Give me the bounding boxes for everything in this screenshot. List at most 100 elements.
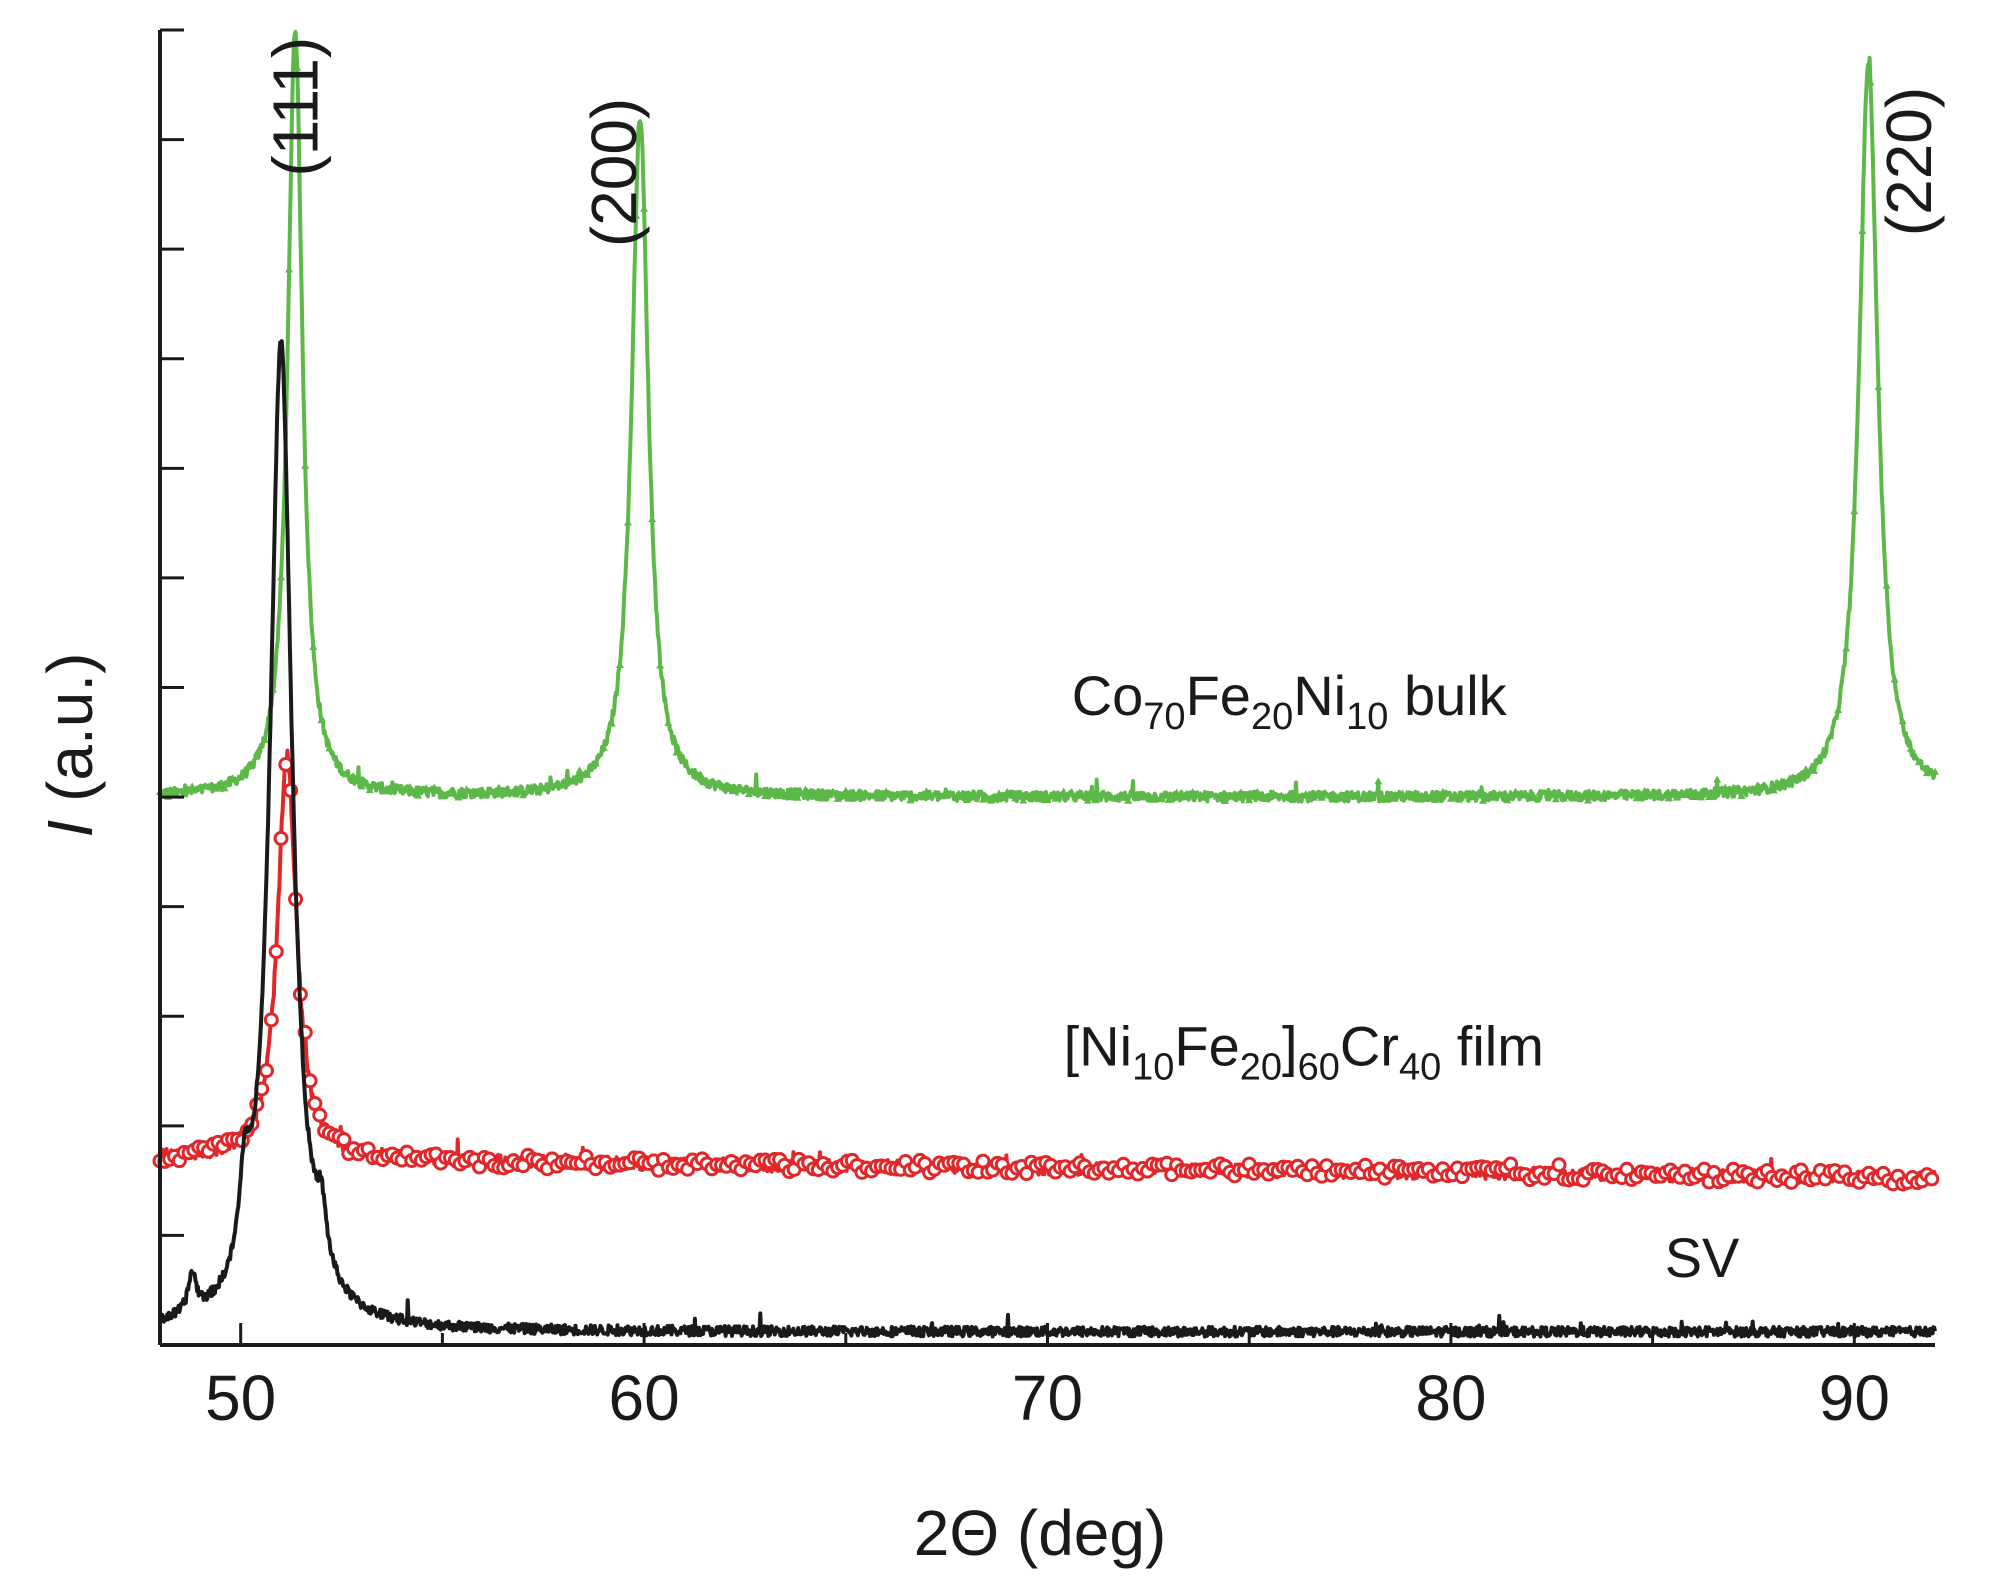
- data-point: [1116, 791, 1125, 799]
- peak-label: (220): [1873, 87, 1945, 236]
- y-axis-symbol: I: [34, 819, 106, 837]
- data-point: [1156, 794, 1165, 802]
- data-point: [1672, 793, 1681, 801]
- data-point: [551, 781, 560, 789]
- data-point: [1196, 790, 1205, 798]
- data-point: [252, 749, 261, 757]
- data-point: [1777, 777, 1786, 785]
- data-point: [312, 1107, 328, 1123]
- data-point: [1608, 791, 1617, 799]
- data-point: [623, 518, 632, 526]
- data-point: [325, 744, 334, 752]
- data-point: [736, 783, 745, 791]
- data-point: [1172, 788, 1181, 796]
- data-point: [341, 770, 350, 778]
- data-point: [1632, 794, 1641, 802]
- series-label-part: 10: [1132, 1047, 1174, 1089]
- data-point: [301, 461, 310, 469]
- labels-layer: Co70Fe20Ni10 bulk[Ni10Fe20]60Cr40 filmSV…: [259, 37, 1945, 1289]
- series-label-part: Fe: [1186, 664, 1251, 727]
- data-point: [1551, 1157, 1567, 1173]
- series-line-red: [158, 748, 1937, 1187]
- data-point: [599, 743, 608, 751]
- data-point: [422, 784, 431, 792]
- data-point: [841, 786, 850, 794]
- data-point: [204, 782, 213, 790]
- data-point: [1067, 787, 1076, 795]
- data-point: [1358, 794, 1367, 802]
- series-label-part: ]: [1282, 1015, 1298, 1078]
- data-point: [543, 784, 552, 792]
- series-label-part: Cr: [1340, 1015, 1399, 1078]
- data-point: [1293, 794, 1302, 802]
- data-point: [962, 796, 971, 804]
- data-point: [1495, 789, 1504, 797]
- data-point: [470, 787, 479, 795]
- data-point: [1430, 795, 1439, 803]
- data-point: [454, 793, 463, 801]
- data-point: [793, 793, 802, 801]
- data-point: [1737, 791, 1746, 799]
- series-label-part: 70: [1143, 696, 1185, 738]
- series-label-part: [Ni: [1064, 1015, 1132, 1078]
- data-point: [1785, 774, 1794, 782]
- data-point: [406, 783, 415, 791]
- data-point: [882, 787, 891, 795]
- data-point: [1551, 795, 1560, 803]
- x-tick-label: 70: [1012, 1362, 1083, 1434]
- data-point: [1761, 783, 1770, 791]
- data-point: [365, 786, 374, 794]
- data-point: [1924, 1171, 1940, 1187]
- data-point: [1059, 787, 1068, 795]
- data-point: [333, 757, 342, 765]
- data-point: [446, 787, 455, 795]
- data-point: [1180, 793, 1189, 801]
- data-point: [1818, 751, 1827, 759]
- data-point: [1027, 790, 1036, 798]
- series-label-black: SV: [1665, 1226, 1740, 1289]
- data-point: [1721, 783, 1730, 791]
- data-point: [866, 791, 874, 799]
- data-point: [1487, 793, 1496, 801]
- data-point: [1801, 765, 1810, 773]
- data-point: [1333, 792, 1342, 800]
- data-point: [1390, 794, 1399, 802]
- data-point: [1212, 792, 1221, 800]
- series-markers-green: [156, 63, 1939, 805]
- data-point: [398, 784, 407, 792]
- data-point: [1422, 795, 1431, 803]
- y-axis-unit: (a.u.): [34, 653, 106, 820]
- data-point: [462, 785, 471, 793]
- data-point: [357, 782, 366, 790]
- data-point: [228, 774, 237, 782]
- data-point: [1914, 758, 1923, 766]
- data-point: [1688, 793, 1697, 801]
- data-point: [1043, 795, 1052, 803]
- data-point: [1083, 796, 1092, 804]
- y-axis-title: I (a.u.): [34, 653, 106, 838]
- series-label-part: SV: [1665, 1226, 1740, 1289]
- data-point: [1140, 793, 1149, 801]
- data-point: [648, 515, 657, 523]
- data-point: [438, 792, 447, 800]
- data-point: [1931, 767, 1939, 775]
- data-point: [1648, 791, 1657, 799]
- data-point: [559, 777, 568, 785]
- data-point: [263, 1012, 279, 1028]
- data-point: [430, 783, 439, 791]
- data-point: [930, 789, 939, 797]
- data-point: [180, 790, 189, 798]
- data-point: [1277, 791, 1286, 799]
- data-point: [817, 794, 826, 802]
- data-point: [640, 204, 649, 212]
- data-point: [680, 756, 689, 764]
- data-point: [1301, 790, 1310, 798]
- data-point: [236, 773, 245, 781]
- data-point: [535, 785, 544, 793]
- data-point: [1543, 791, 1552, 799]
- data-point: [389, 781, 398, 789]
- data-point: [220, 784, 229, 792]
- data-point: [1592, 793, 1601, 801]
- data-point: [494, 783, 503, 791]
- data-point: [583, 770, 592, 778]
